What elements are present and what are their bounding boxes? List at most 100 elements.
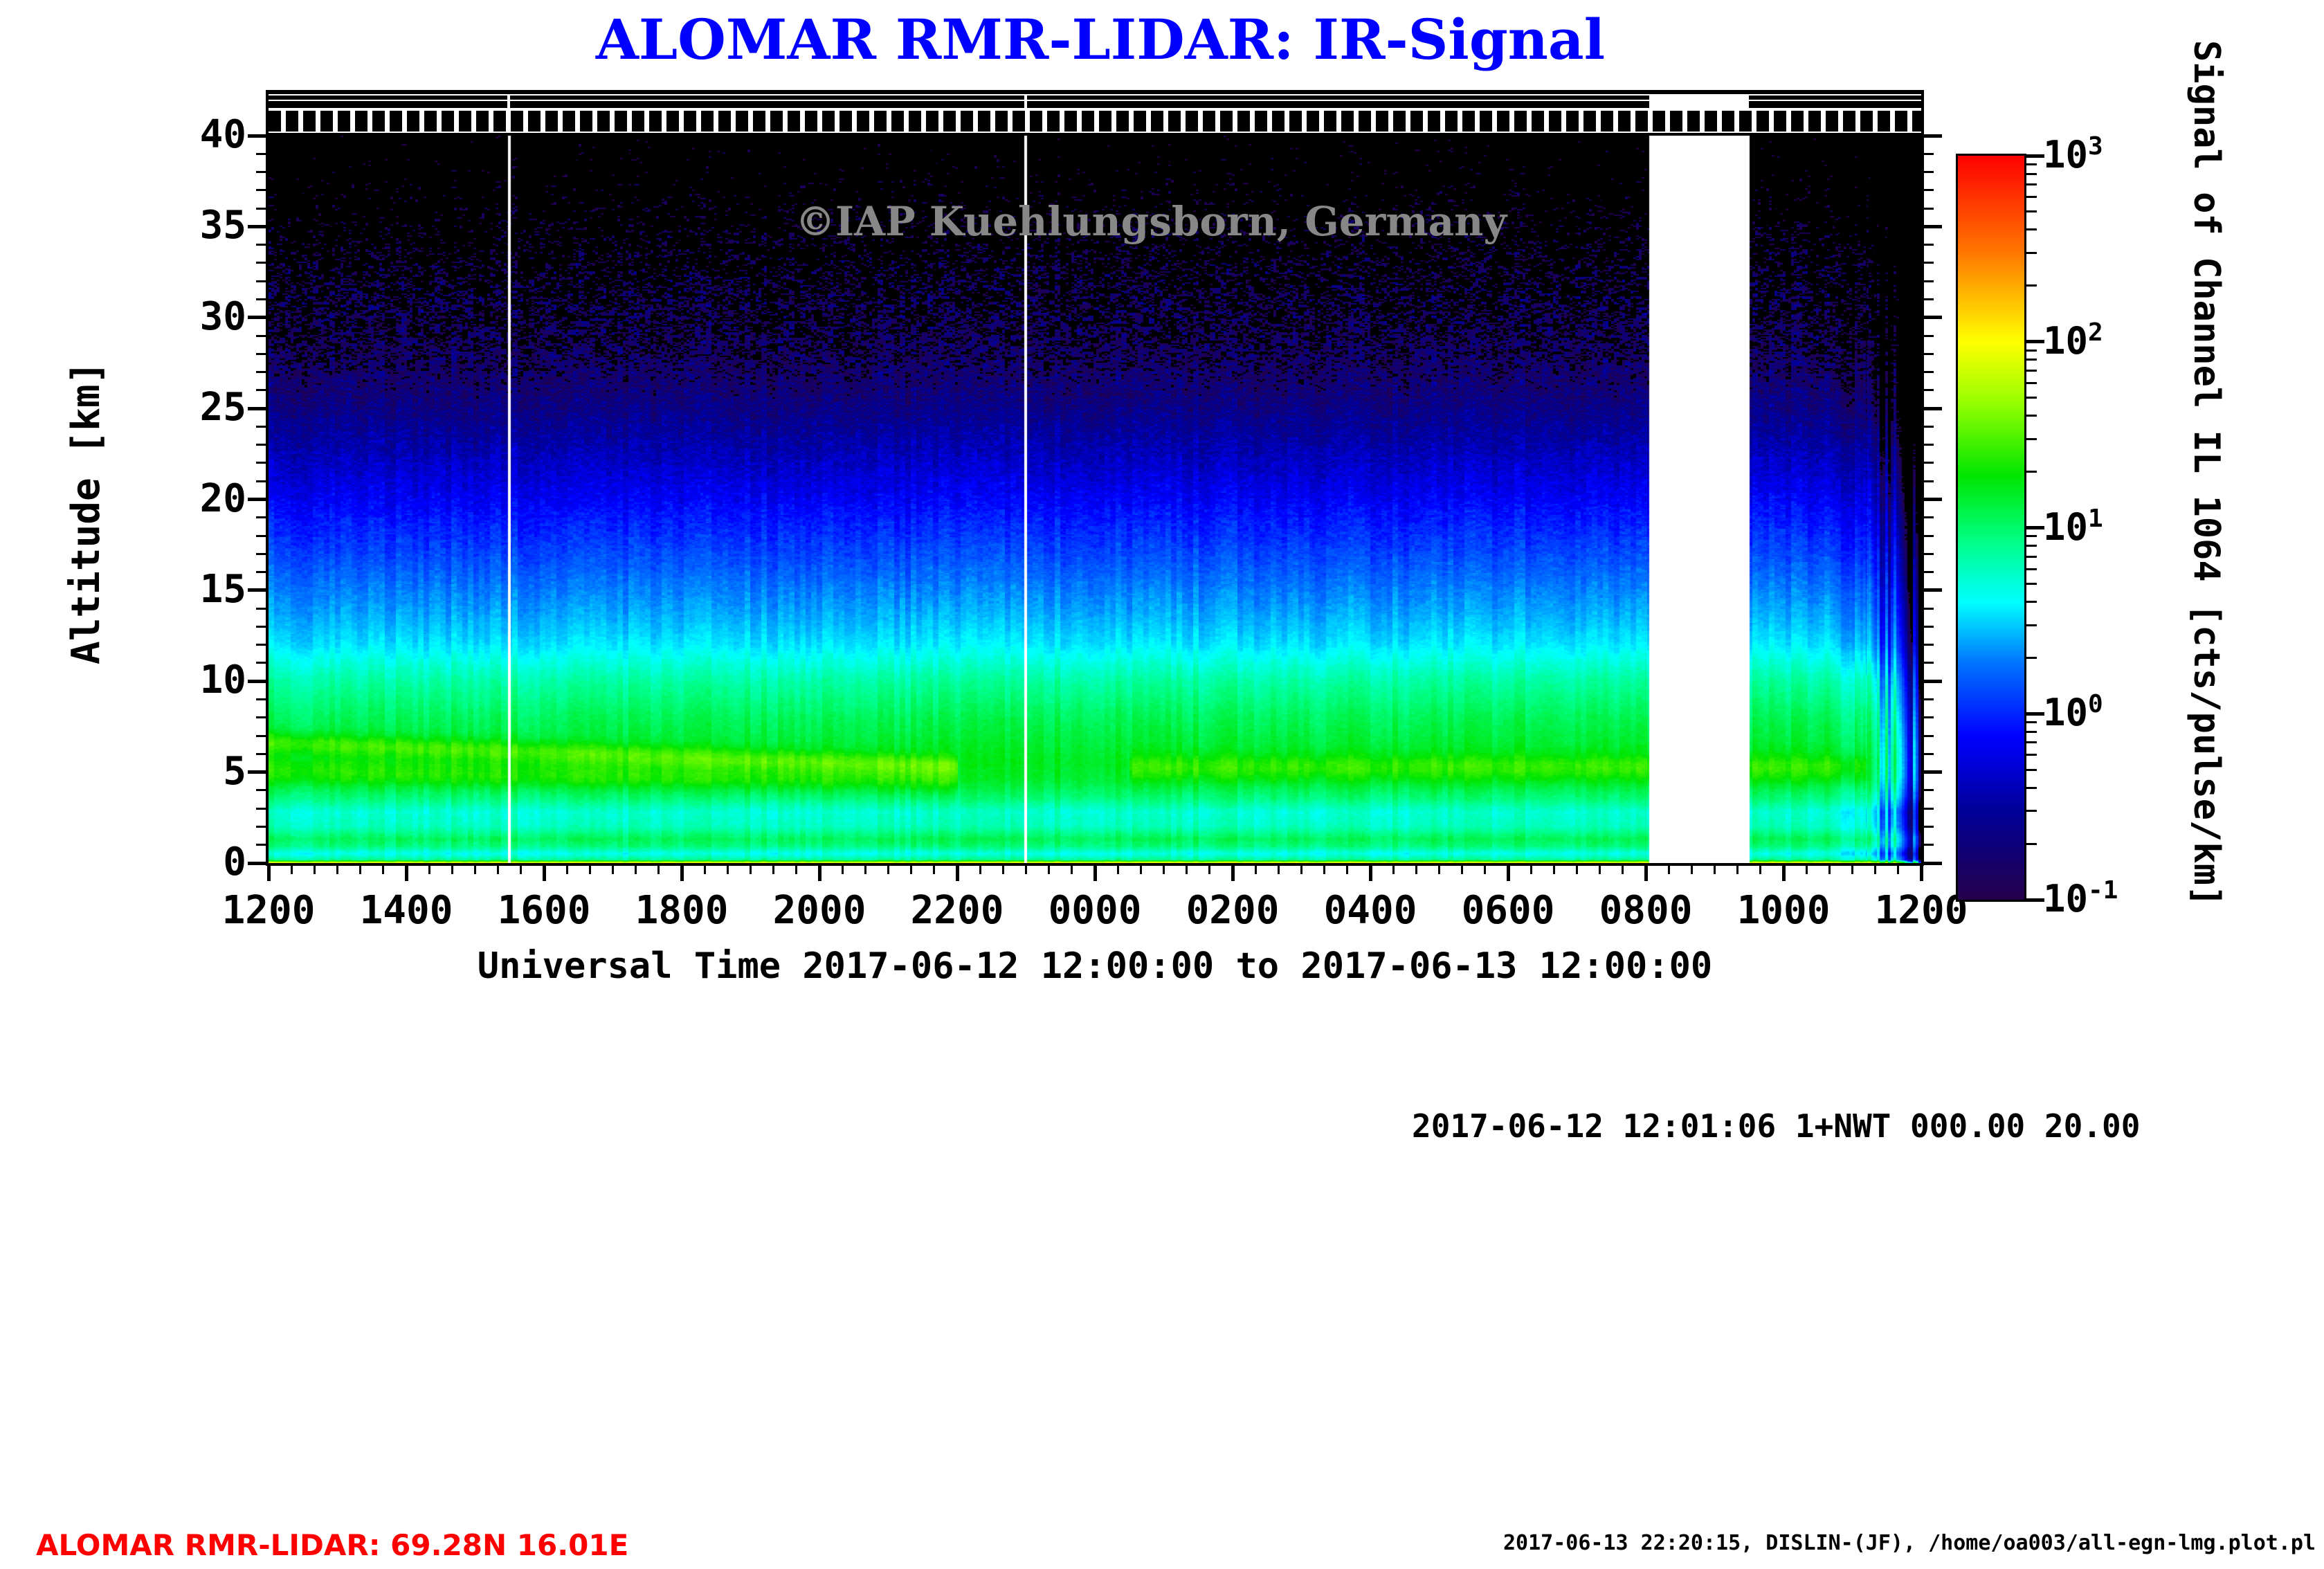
x-major-tick	[1781, 866, 1786, 881]
x-minor-tick	[864, 866, 866, 874]
y-minor-tick-right	[1924, 207, 1934, 210]
x-minor-tick	[1690, 866, 1693, 874]
colorbar-minor-tick	[2026, 768, 2037, 771]
y-tick-label: 10	[199, 657, 246, 703]
plot-frame	[266, 133, 1924, 866]
x-minor-tick	[1897, 866, 1900, 874]
y-minor-tick-right	[1924, 352, 1934, 355]
availability-tick-comb	[269, 111, 1921, 131]
y-minor-tick-right	[1924, 425, 1934, 428]
y-minor-tick	[256, 571, 266, 574]
colorbar-minor-tick	[2026, 721, 2037, 724]
x-minor-tick	[910, 866, 913, 874]
x-minor-tick	[1300, 866, 1302, 874]
x-minor-tick	[1851, 866, 1853, 874]
colorbar-major-tick	[2026, 711, 2044, 716]
availability-bar	[269, 96, 1921, 108]
y-minor-tick	[256, 189, 266, 192]
x-tick-label: 1400	[359, 888, 453, 933]
y-minor-tick-right	[1924, 244, 1934, 246]
availability-panel-topline	[269, 90, 1921, 94]
x-minor-tick	[1186, 866, 1188, 874]
colorbar-tick-label: 10-1	[2043, 876, 2118, 920]
colorbar-minor-tick	[2026, 183, 2037, 186]
colorbar-major-tick	[2026, 340, 2044, 344]
colorbar-minor-tick	[2026, 437, 2037, 440]
y-minor-tick-right	[1924, 262, 1934, 264]
y-major-tick	[248, 134, 266, 138]
x-minor-tick	[1415, 866, 1417, 874]
x-major-tick	[1093, 866, 1097, 881]
y-minor-tick-right	[1924, 334, 1934, 337]
x-minor-tick	[887, 866, 889, 874]
y-minor-tick	[256, 789, 266, 792]
x-minor-tick	[1874, 866, 1877, 874]
x-minor-tick	[726, 866, 729, 874]
x-minor-tick	[382, 866, 385, 874]
availability-gap	[507, 96, 511, 108]
y-minor-tick	[256, 371, 266, 374]
x-tick-label: 1200	[221, 888, 316, 933]
x-minor-tick	[1163, 866, 1165, 874]
y-minor-tick-right	[1924, 807, 1934, 810]
y-minor-tick	[256, 352, 266, 355]
colorbar-title: Signal of Channel IL 1064 [cts/pulse/km]	[2186, 40, 2227, 907]
x-minor-tick	[841, 866, 844, 874]
x-minor-tick	[750, 866, 752, 874]
x-minor-tick	[612, 866, 614, 874]
x-tick-label: 1000	[1736, 888, 1831, 933]
y-tick-label: 35	[199, 203, 246, 248]
colorbar-frame	[1956, 154, 2026, 902]
x-minor-tick	[588, 866, 591, 874]
x-major-tick	[817, 866, 821, 881]
y-tick-label: 5	[223, 748, 246, 794]
y-minor-tick-right	[1924, 752, 1934, 755]
colorbar-tick-label: 100	[2043, 690, 2103, 735]
colorbar-minor-tick	[2026, 284, 2037, 287]
x-tick-label: 0200	[1186, 888, 1280, 933]
x-tick-label: 1800	[635, 888, 729, 933]
colorbar-minor-tick	[2026, 786, 2037, 789]
x-minor-tick	[1714, 866, 1716, 874]
y-tick-label: 15	[199, 566, 246, 612]
colorbar-minor-tick	[2026, 842, 2037, 845]
y-major-tick	[248, 498, 266, 501]
x-minor-tick	[290, 866, 293, 874]
colorbar-major-tick	[2026, 154, 2044, 158]
x-tick-label: 1600	[497, 888, 591, 933]
y-minor-tick	[256, 807, 266, 810]
y-major-tick-right	[1924, 224, 1942, 228]
y-tick-label: 20	[199, 475, 246, 521]
y-tick-label: 25	[199, 385, 246, 430]
colorbar-minor-tick	[2026, 252, 2037, 255]
colorbar-gradient	[1958, 156, 2024, 900]
x-major-tick	[1231, 866, 1235, 881]
y-minor-tick-right	[1924, 171, 1934, 174]
x-minor-tick	[1622, 866, 1624, 874]
y-minor-tick	[256, 607, 266, 610]
x-minor-tick	[1116, 866, 1119, 874]
y-minor-tick	[256, 844, 266, 846]
x-minor-tick	[1484, 866, 1487, 874]
x-minor-tick	[1071, 866, 1073, 874]
x-minor-tick	[1736, 866, 1739, 874]
x-minor-tick	[1346, 866, 1349, 874]
colorbar-minor-tick	[2026, 810, 2037, 813]
y-minor-tick-right	[1924, 552, 1934, 555]
colorbar-tick-label: 102	[2043, 318, 2103, 363]
x-minor-tick	[795, 866, 798, 874]
colorbar-minor-tick	[2026, 349, 2037, 352]
colorbar-minor-tick	[2026, 415, 2037, 417]
x-axis-title: Universal Time 2017-06-12 12:00:00 to 20…	[477, 945, 1713, 987]
y-minor-tick-right	[1924, 698, 1934, 701]
x-minor-tick	[1001, 866, 1004, 874]
y-major-tick-right	[1924, 498, 1942, 501]
x-minor-tick	[497, 866, 500, 874]
y-minor-tick	[256, 480, 266, 482]
y-minor-tick-right	[1924, 607, 1934, 610]
colorbar-minor-tick	[2026, 381, 2037, 384]
y-minor-tick	[256, 552, 266, 555]
y-minor-tick-right	[1924, 152, 1934, 155]
y-minor-tick-right	[1924, 480, 1934, 482]
y-minor-tick	[256, 825, 266, 828]
